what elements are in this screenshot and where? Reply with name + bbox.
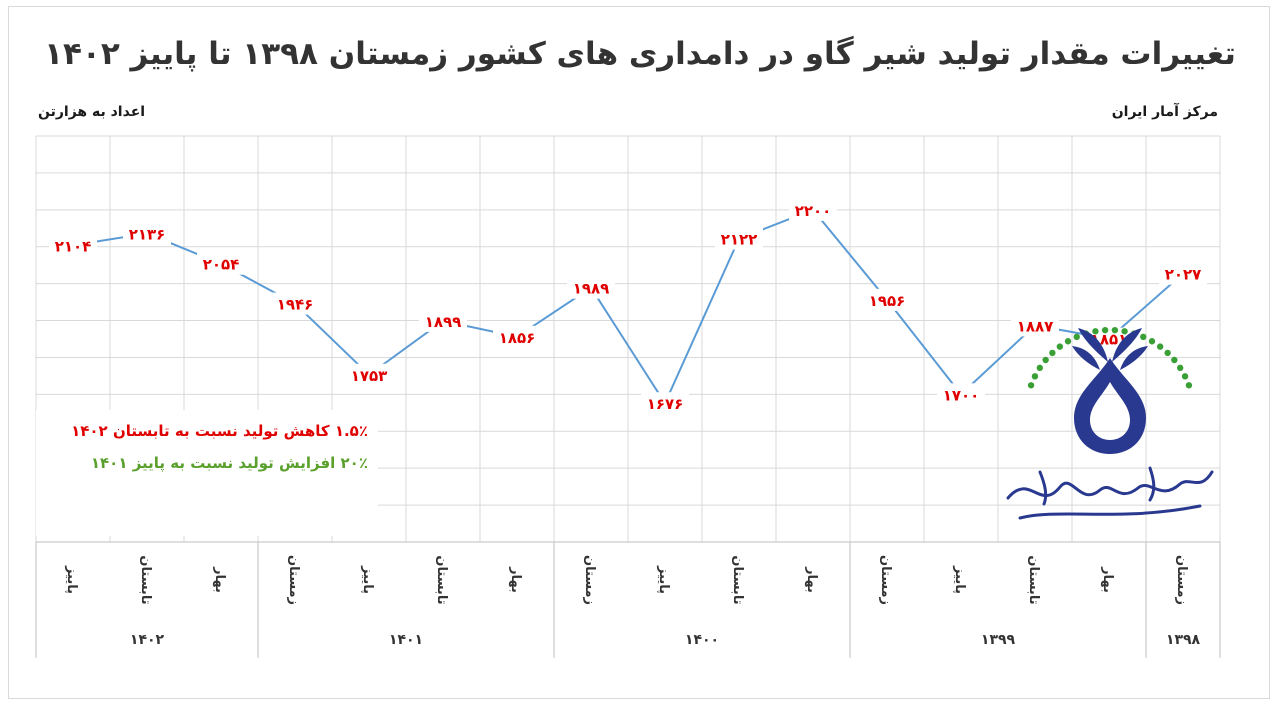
year-label: ۱۴۰۱: [389, 632, 423, 648]
chart-frame: [8, 6, 1270, 699]
star: [1056, 343, 1064, 350]
notes-box: ۱.۵٪ کاهش تولید نسبت به تابستان ۱۴۰۲ ۲۰٪…: [36, 410, 378, 536]
star: [1111, 326, 1119, 334]
year-label: ۱۴۰۰: [685, 632, 719, 648]
association-logo: [1006, 326, 1214, 520]
data-label-bg: [641, 392, 689, 415]
star: [1185, 382, 1193, 389]
x-tick-label: تابستان: [1026, 555, 1041, 604]
star: [1176, 364, 1184, 372]
data-label-bg: [123, 222, 171, 245]
x-tick-label: پاییز: [952, 565, 967, 594]
data-label-bg: [419, 309, 467, 332]
data-label: ۱۹۸۹: [573, 280, 610, 298]
star: [1140, 333, 1147, 341]
data-label-bg: [345, 363, 393, 386]
star: [1031, 373, 1039, 380]
data-label-bg: [1159, 262, 1207, 285]
year-labels: ۱۳۹۸ ۱۳۹۹ ۱۴۰۰ ۱۴۰۱ ۱۴۰۲: [130, 632, 1201, 648]
x-tick-label: زمستان: [286, 555, 301, 605]
star: [1156, 343, 1164, 350]
data-label: ۱۹۴۶: [277, 296, 314, 314]
data-label: ۱۷۰۰: [943, 386, 980, 404]
data-label: ۱۸۹۹: [425, 313, 462, 331]
data-label: ۲۱۳۶: [129, 225, 166, 243]
x-tick-label: پاییز: [360, 565, 375, 594]
star: [1064, 338, 1072, 345]
stars-ring: [1027, 326, 1193, 389]
source-label: مرکز آمار ایران: [1111, 104, 1218, 120]
units-label: اعداد به هزارتن: [38, 104, 146, 120]
data-label: ۲۱۲۲: [721, 231, 758, 249]
data-label-bg: [863, 288, 911, 311]
data-label: ۱۶۷۶: [647, 395, 684, 413]
star: [1171, 356, 1178, 364]
star: [1148, 338, 1156, 345]
x-tick-label: پاییز: [656, 565, 671, 594]
data-label-bg: [271, 292, 319, 315]
data-label-bg: [715, 227, 763, 250]
x-tick-label: بهار: [1100, 566, 1115, 593]
data-label-bg: [937, 383, 985, 406]
data-label: ۱۸۵۶: [499, 329, 536, 347]
data-label: ۲۱۰۴: [55, 237, 92, 255]
star: [1073, 333, 1080, 341]
data-label-bg: [49, 234, 97, 257]
x-tick-label: تابستان: [138, 555, 153, 604]
logo-flame-right: [1112, 328, 1148, 370]
star: [1164, 349, 1171, 357]
data-label: ۱۸۸۷: [1017, 317, 1054, 335]
data-label: ۲۰۵۴: [203, 256, 240, 274]
x-tick-label: زمستان: [878, 555, 893, 605]
star: [1042, 356, 1049, 364]
series-line: [72, 208, 1184, 406]
data-label-bg: [567, 276, 615, 299]
data-label-bg: [789, 198, 837, 221]
chart-title: تغییرات مقدار تولید شیر گاو در دامداری ه…: [44, 36, 1236, 72]
star: [1049, 349, 1056, 357]
data-label: ۲۰۲۷: [1165, 266, 1202, 284]
x-tick-labels: زمستان بهار تابستان پاییز زمستان بهار تابستان پ…: [64, 555, 1189, 605]
x-tick-label: زمستان: [582, 555, 597, 605]
data-label: ۱۹۵۶: [869, 292, 906, 310]
star: [1181, 373, 1189, 380]
year-label: ۱۳۹۸: [1166, 632, 1201, 648]
x-tick-label: بهار: [508, 566, 523, 593]
x-tick-label: تابستان: [434, 555, 449, 604]
data-label-bg: [1011, 314, 1059, 337]
star: [1101, 326, 1109, 334]
note-decrease: ۱.۵٪ کاهش تولید نسبت به تابستان ۱۴۰۲: [71, 422, 368, 440]
star: [1036, 364, 1044, 372]
x-tick-label: تابستان: [730, 555, 745, 604]
logo-drop-shape: [1074, 358, 1146, 454]
note-increase: ۲۰٪ افزایش تولید نسبت به پاییز ۱۴۰۱: [90, 454, 368, 472]
data-label-bg: [493, 325, 541, 348]
star: [1121, 328, 1128, 335]
data-label: ۲۲۰۰: [795, 202, 832, 220]
x-tick-label: زمستان: [1174, 555, 1189, 605]
x-tick-label: بهار: [804, 566, 819, 593]
star: [1092, 328, 1099, 335]
data-label-bg: [197, 252, 245, 275]
x-axis: [35, 541, 1221, 658]
year-label: ۱۳۹۹: [981, 632, 1016, 648]
x-tick-label: بهار: [212, 566, 227, 593]
year-label: ۱۴۰۲: [130, 632, 165, 648]
data-labels: ۲۰۲۷۱۸۵۱۱۸۸۷۱۷۰۰۱۹۵۶۲۲۰۰۲۱۲۲۱۶۷۶۱۹۸۹۱۸۵۶…: [49, 198, 1207, 415]
logo-flame-left: [1072, 328, 1108, 370]
data-label: ۱۷۵۳: [351, 367, 388, 385]
star: [1027, 382, 1035, 389]
x-tick-label: پاییز: [64, 565, 79, 594]
logo-calligraphy: [1006, 466, 1214, 520]
